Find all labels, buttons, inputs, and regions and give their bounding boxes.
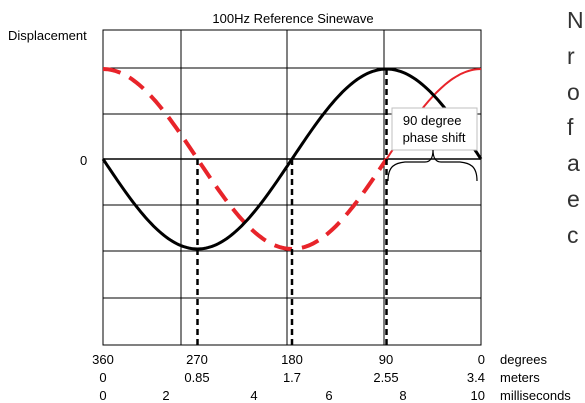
chart-title-group: 100Hz Reference Sinewave xyxy=(212,11,373,26)
side-text-fragment: N xyxy=(567,7,584,33)
tick-label-degrees: 360 xyxy=(92,352,114,367)
tick-label-meters: 3.4 xyxy=(467,370,485,385)
y-zero-label: 0 xyxy=(80,153,87,168)
tick-label-degrees: 180 xyxy=(281,352,303,367)
tick-label-degrees: 0 xyxy=(478,352,485,367)
tick-label-meters: 2.55 xyxy=(373,370,398,385)
side-text-fragment: a xyxy=(567,150,580,176)
marker-lines xyxy=(196,69,388,345)
tick-label-degrees: 90 xyxy=(379,352,393,367)
plot-grid xyxy=(102,29,482,346)
unit-label-degrees: degrees xyxy=(500,352,547,367)
y-axis-label: Displacement xyxy=(8,28,87,43)
tick-label-meters: 0 xyxy=(99,370,106,385)
tick-label-milliseconds: 8 xyxy=(399,388,406,403)
annotation-box xyxy=(391,107,478,151)
tick-label-degrees: 270 xyxy=(186,352,208,367)
annotation-line-1: 90 degree xyxy=(403,113,462,128)
tick-label-milliseconds: 2 xyxy=(162,388,169,403)
unit-label-meters: meters xyxy=(500,370,540,385)
tick-label-milliseconds: 4 xyxy=(250,388,257,403)
phase-shift-annotation: 90 degree phase shift xyxy=(387,107,478,182)
side-text-fragment: c xyxy=(567,222,579,248)
tick-label-milliseconds: 6 xyxy=(325,388,332,403)
side-text-fragment: f xyxy=(567,114,574,140)
x-axis-unit-labels: degrees meters milliseconds xyxy=(500,352,571,403)
tick-label-meters: 0.85 xyxy=(184,370,209,385)
x-axis-tick-labels: 360 270 180 90 0 0 0.85 1.7 2.55 3.4 0 2 4 6 8 10 xyxy=(92,352,485,403)
tick-label-meters: 1.7 xyxy=(283,370,301,385)
phase-shift-brace xyxy=(387,149,478,182)
side-text-fragment: e xyxy=(567,186,580,212)
chart-title: 100Hz Reference Sinewave xyxy=(212,11,373,26)
tick-label-milliseconds: 0 xyxy=(99,388,106,403)
tick-label-milliseconds: 10 xyxy=(471,388,485,403)
annotation-text: 90 degree phase shift xyxy=(403,113,466,145)
unit-label-milliseconds: milliseconds xyxy=(500,388,571,403)
side-text-fragment: o xyxy=(567,79,580,105)
side-text-fragment: r xyxy=(567,43,575,69)
red-dashed-segment xyxy=(102,67,389,252)
annotation-line-2: phase shift xyxy=(403,130,466,145)
